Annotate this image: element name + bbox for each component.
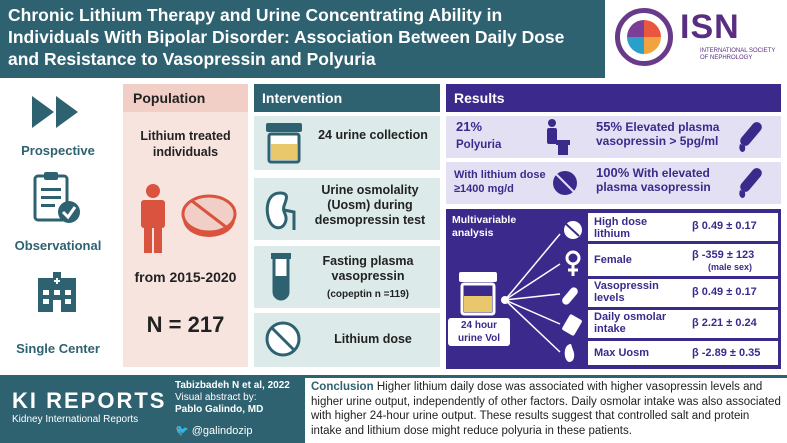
isn-logo-center bbox=[627, 20, 661, 54]
toilet-person-icon bbox=[547, 119, 570, 155]
intervention-heading: Intervention bbox=[254, 84, 440, 112]
high-dose-label: With lithium dose ≥1400 mg/d bbox=[454, 169, 546, 195]
urine-cup-icon bbox=[266, 123, 302, 164]
intervention-text-lithium: Lithium dose bbox=[334, 332, 412, 346]
conclusion-text: Higher lithium daily dose was associated… bbox=[311, 381, 781, 437]
kidney-icon bbox=[265, 191, 296, 230]
intervention-text-uosm: Urine osmolality (Uosm) during desmopres… bbox=[314, 183, 426, 227]
multivariable-diagram bbox=[459, 221, 582, 362]
predictor-value: β -2.89 ± 0.35 bbox=[692, 347, 761, 359]
predictor-value: β 0.49 ± 0.17 bbox=[692, 286, 757, 298]
twitter-handle: @galindozip bbox=[191, 425, 253, 437]
outcome-urine-volume: 24 hour urine Vol bbox=[448, 318, 510, 346]
isn-logo-subtext: INTERNATIONAL SOCIETY OF NEPHROLOGY bbox=[700, 48, 776, 61]
journal-subtitle: Kidney International Reports bbox=[12, 414, 139, 425]
population-n: N = 217 bbox=[146, 312, 225, 337]
elevated-block: 55% Elevated plasma vasopressin > 5pg/ml bbox=[596, 119, 722, 149]
person-icon bbox=[141, 184, 165, 253]
pill-icon bbox=[553, 171, 577, 195]
hospital-icon bbox=[38, 272, 76, 312]
multivariable-label: Multivariable analysis bbox=[452, 214, 517, 239]
intervention-text-urine: 24 urine collection bbox=[318, 128, 428, 142]
conclusion-label: Conclusion bbox=[311, 381, 374, 393]
high-dose-block: 100% With elevated plasma vasopressin bbox=[596, 165, 728, 195]
test-tube-icon bbox=[271, 253, 291, 301]
blood-tube-icon bbox=[739, 168, 762, 198]
elevated-label: Elevated plasma vasopressin > 5pg/ml bbox=[596, 120, 720, 148]
design-observational: Observational bbox=[14, 238, 102, 253]
predictor-name: Vasopressin levels bbox=[594, 280, 659, 304]
predictor-row bbox=[588, 279, 778, 307]
isn-logo-icon bbox=[615, 8, 673, 66]
population-description: Lithium treated individuals bbox=[140, 129, 231, 159]
predictor-value: β 0.49 ± 0.17 bbox=[692, 220, 757, 232]
high-dose-pct: 100% bbox=[596, 165, 630, 180]
isn-logo-text: ISN bbox=[680, 8, 740, 46]
design-prospective: Prospective bbox=[21, 143, 95, 158]
design-single-center: Single Center bbox=[16, 341, 100, 356]
polyuria-pct: 21% bbox=[456, 119, 483, 134]
predictor-row bbox=[588, 213, 778, 241]
results-card-high-dose bbox=[446, 162, 781, 204]
predictor-name: Female bbox=[594, 254, 632, 266]
fast-forward-icon bbox=[32, 96, 78, 128]
intervention-text-vasopressin: Fasting plasma vasopressin bbox=[322, 254, 414, 283]
predictor-name: High dose lithium bbox=[594, 216, 648, 240]
citation: Tabizbadeh N et al, 2022 bbox=[175, 380, 290, 391]
high-dose-result: With elevated plasma vasopressin bbox=[596, 166, 711, 194]
abstract-by: Visual abstract by: bbox=[175, 392, 257, 403]
journal-logo: KI REPORTS bbox=[12, 388, 167, 413]
intervention-subtext-copeptin: (copeptin n =119) bbox=[327, 289, 409, 300]
polyuria-label: Polyuria bbox=[456, 139, 502, 151]
predictor-row bbox=[588, 310, 778, 338]
twitter-handle-block[interactable]: 🐦 @galindozip bbox=[175, 424, 252, 437]
results-heading: Results bbox=[446, 84, 781, 112]
clipboard-check-icon bbox=[33, 172, 80, 223]
predictor-row bbox=[588, 244, 778, 276]
population-heading: Population bbox=[123, 84, 248, 112]
conclusion-box bbox=[305, 378, 787, 443]
pill-icon bbox=[181, 194, 237, 237]
results-card-polyuria bbox=[446, 116, 781, 158]
predictor-name: Daily osmolar intake bbox=[594, 311, 667, 335]
conclusion: Conclusion Higher lithium daily dose was… bbox=[311, 380, 781, 438]
predictor-note: (male sex) bbox=[708, 262, 753, 272]
population-dates: from 2015-2020 bbox=[134, 269, 237, 285]
citation-block: Tabizbadeh N et al, 2022 Visual abstract… bbox=[175, 380, 290, 416]
pill-icon bbox=[265, 321, 301, 357]
predictor-name: Max Uosm bbox=[594, 347, 650, 359]
page-title: Chronic Lithium Therapy and Urine Concen… bbox=[8, 5, 565, 69]
predictor-value: β 2.21 ± 0.24 bbox=[692, 317, 757, 329]
predictor-value: β -359 ± 123 bbox=[692, 249, 755, 261]
elevated-pct: 55% bbox=[596, 119, 623, 134]
blood-tube-icon bbox=[739, 122, 762, 152]
twitter-icon: 🐦 bbox=[175, 425, 189, 437]
author: Pablo Galindo, MD bbox=[175, 404, 264, 415]
predictor-row bbox=[588, 341, 778, 365]
